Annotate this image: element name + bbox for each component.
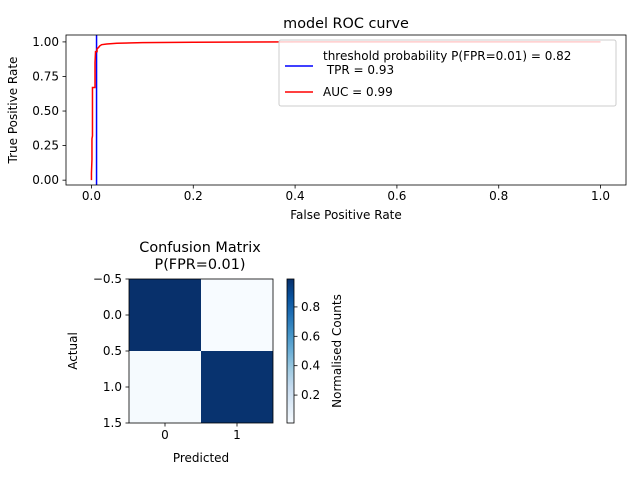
cm-y-tick-label: 1.5 (103, 416, 122, 430)
roc-x-tick-label: 1.0 (591, 189, 610, 203)
roc-y-tick-label: 1.00 (32, 35, 59, 49)
cm-cell-1-0 (129, 351, 201, 423)
roc-x-axis-label: False Positive Rate (290, 208, 402, 222)
cm-y-axis-label: Actual (66, 332, 80, 370)
cm-title: Confusion Matrix P(FPR=0.01) (139, 240, 261, 273)
colorbar-label: Normalised Counts (330, 294, 344, 408)
roc-x-tick-label: 0.4 (286, 189, 305, 203)
roc-x-tick-label: 0.6 (387, 189, 406, 203)
roc-axes-frame (65, 34, 627, 186)
colorbar: 0.2 0.4 0.6 0.8 Normalised Counts (286, 278, 344, 424)
cm-cell-0-1 (201, 279, 273, 351)
roc-y-axis-label: True Positive Rate (6, 57, 20, 165)
roc-x-tick-label: 0.8 (489, 189, 508, 203)
colorbar-tick-label: 0.8 (301, 300, 320, 314)
roc-x-tick-label: 0.0 (82, 189, 101, 203)
cm-x-tick-label: 0 (161, 428, 169, 442)
confusion-matrix: Confusion Matrix P(FPR=0.01) 0 1 −0.5 0.0 0.… (66, 240, 344, 465)
legend-label-auc: AUC = 0.99 (323, 85, 393, 99)
roc-y-tick-label: 0.75 (32, 69, 59, 83)
legend-label-threshold: threshold probability P(FPR=0.01) = 0.82… (323, 49, 571, 77)
cm-y-tick-label: 1.0 (103, 380, 122, 394)
roc-curve (90, 41, 601, 181)
roc-y-tick-label: 0.50 (32, 104, 59, 118)
cm-cell-0-0 (129, 279, 201, 351)
roc-chart: model ROC curve 0.0 0.2 0.4 0.6 0.8 1.0 0.00 0… (6, 16, 627, 222)
colorbar-tick-label: 0.6 (301, 329, 320, 343)
roc-x-tick-label: 0.2 (184, 189, 203, 203)
cm-y-tick-label: 0.0 (103, 308, 122, 322)
cm-x-axis-label: Predicted (173, 451, 229, 465)
roc-y-tick-label: 0.25 (32, 139, 59, 153)
cm-y-tick-label: −0.5 (93, 272, 122, 286)
roc-title: model ROC curve (283, 16, 409, 32)
colorbar-tick-label: 0.4 (301, 359, 320, 373)
colorbar-tick-label: 0.2 (301, 388, 320, 402)
colorbar-gradient (286, 278, 295, 424)
roc-y-tick-label: 0.00 (32, 173, 59, 187)
cm-y-tick-label: 0.5 (103, 344, 122, 358)
roc-plot-area (90, 35, 601, 185)
roc-legend-frame (278, 39, 617, 107)
cm-x-tick-label: 1 (233, 428, 241, 442)
roc-legend: threshold probability P(FPR=0.01) = 0.82… (278, 39, 617, 107)
cm-cell-1-1 (201, 351, 273, 423)
